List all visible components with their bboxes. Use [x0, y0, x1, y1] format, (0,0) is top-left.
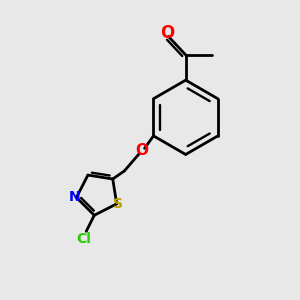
Text: S: S [113, 197, 123, 211]
Text: N: N [69, 190, 81, 205]
Text: O: O [136, 143, 149, 158]
Text: O: O [160, 24, 174, 42]
Text: Cl: Cl [76, 232, 91, 246]
